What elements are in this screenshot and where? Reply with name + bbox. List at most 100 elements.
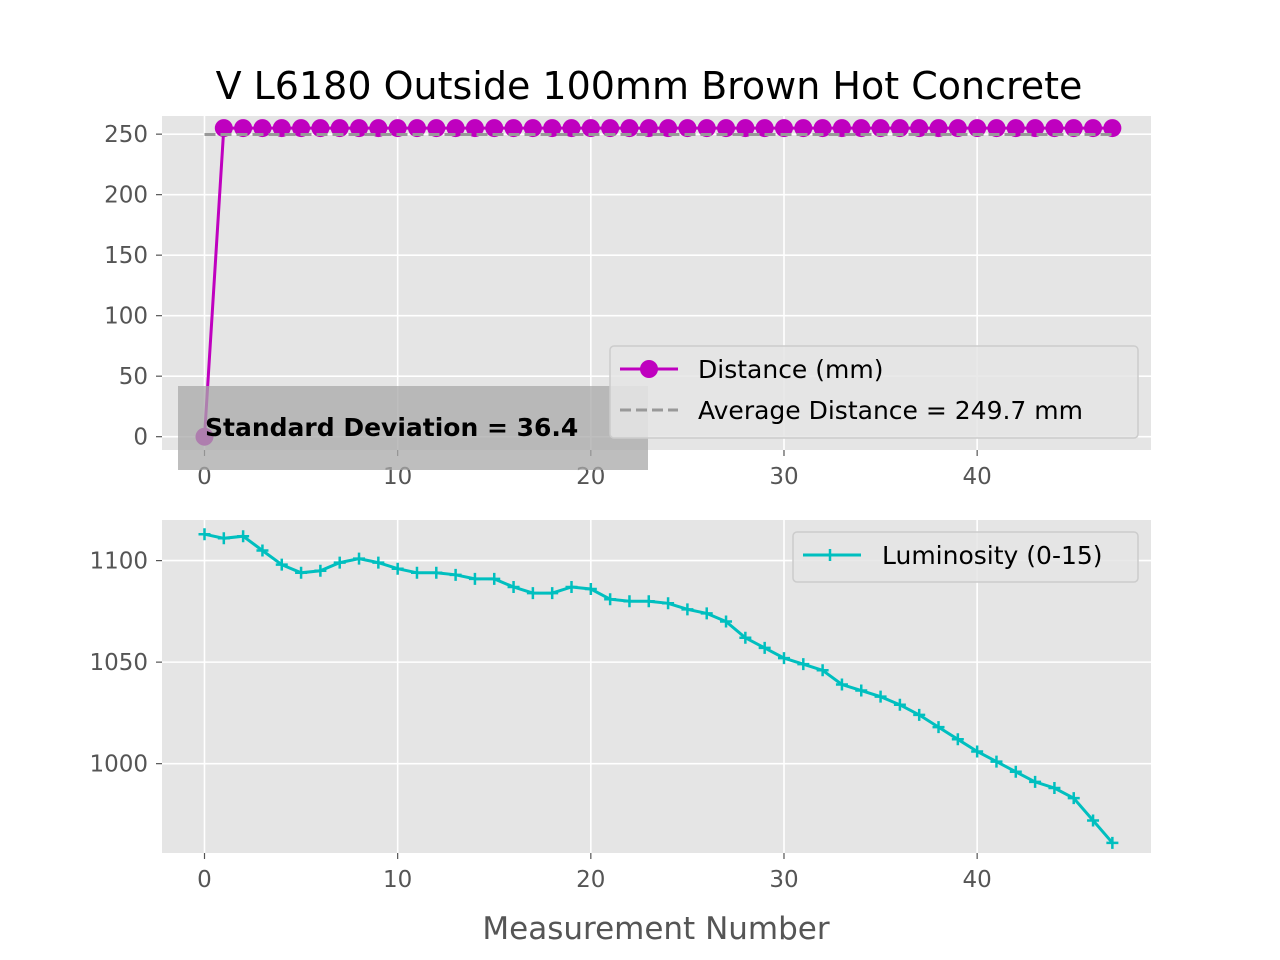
luminosity-y-tick-label: 1050 xyxy=(89,650,148,676)
luminosity-data-point xyxy=(971,745,984,758)
distance-data-point xyxy=(1084,119,1103,138)
distance-data-point xyxy=(485,119,504,138)
luminosity-data-point xyxy=(488,572,501,585)
distance-legend: Distance (mm) Average Distance = 249.7 m… xyxy=(609,345,1139,439)
luminosity-data-point xyxy=(237,530,250,543)
distance-data-point xyxy=(311,119,330,138)
distance-data-point xyxy=(910,119,929,138)
luminosity-data-point xyxy=(700,607,713,620)
luminosity-x-tick-label: 30 xyxy=(769,867,798,893)
distance-y-tick-label: 100 xyxy=(104,304,148,330)
luminosity-tick-labels: 0 10 20 30 40 1000 1050 1100 xyxy=(89,549,991,893)
luminosity-data-point xyxy=(758,641,771,654)
luminosity-data-point xyxy=(874,690,887,703)
luminosity-data-point xyxy=(410,566,423,579)
distance-data-point xyxy=(465,119,484,138)
distance-data-point xyxy=(968,119,987,138)
luminosity-data-point xyxy=(198,528,211,541)
distance-legend-box xyxy=(609,345,1139,439)
distance-data-point xyxy=(292,119,311,138)
std-annotation-box xyxy=(178,386,648,470)
distance-y-tick-label: 250 xyxy=(104,122,148,148)
distance-data-point xyxy=(581,119,600,138)
luminosity-data-point xyxy=(353,552,366,565)
distance-data-point xyxy=(272,119,291,138)
luminosity-data-point xyxy=(372,556,385,569)
distance-data-point xyxy=(717,119,736,138)
distance-data-point xyxy=(388,119,407,138)
legend-average-label: Average Distance = 249.7 mm xyxy=(698,396,1083,425)
luminosity-data-point xyxy=(604,593,617,606)
distance-data-point xyxy=(214,119,233,138)
luminosity-legend: Luminosity (0-15) xyxy=(792,531,1139,583)
distance-data-point xyxy=(871,119,890,138)
distance-data-point xyxy=(1006,119,1025,138)
distance-data-point xyxy=(369,119,388,138)
luminosity-data-point xyxy=(1029,775,1042,788)
distance-data-point xyxy=(948,119,967,138)
luminosity-data-point xyxy=(295,566,308,579)
distance-data-point xyxy=(755,119,774,138)
distance-data-point xyxy=(659,119,678,138)
distance-data-point xyxy=(620,119,639,138)
luminosity-data-point xyxy=(642,595,655,608)
luminosity-data-point xyxy=(449,568,462,581)
luminosity-x-tick-label: 20 xyxy=(576,867,605,893)
distance-data-point xyxy=(1026,119,1045,138)
std-annotation-text: Standard Deviation = 36.4 xyxy=(205,413,578,442)
distance-data-point xyxy=(330,119,349,138)
luminosity-data-point xyxy=(855,684,868,697)
luminosity-series xyxy=(198,528,1119,849)
distance-data-point xyxy=(987,119,1006,138)
distance-data-point xyxy=(234,119,253,138)
legend-distance-marker xyxy=(640,360,658,378)
luminosity-data-point xyxy=(932,721,945,734)
luminosity-data-point xyxy=(430,566,443,579)
luminosity-y-tick-label: 1000 xyxy=(89,752,148,778)
distance-data-point xyxy=(852,119,871,138)
luminosity-legend-box xyxy=(792,531,1139,583)
distance-x-tick-label: 0 xyxy=(197,464,212,490)
distance-data-point xyxy=(253,119,272,138)
luminosity-data-point xyxy=(1067,792,1080,805)
distance-data-point xyxy=(639,119,658,138)
distance-data-point xyxy=(446,119,465,138)
std-annotation: Standard Deviation = 36.4 xyxy=(178,386,648,470)
legend-luminosity-label: Luminosity (0-15) xyxy=(882,541,1103,570)
luminosity-data-point xyxy=(546,587,559,600)
luminosity-x-tick-label: 10 xyxy=(383,867,412,893)
luminosity-data-point xyxy=(584,583,597,596)
distance-data-point xyxy=(813,119,832,138)
luminosity-data-point xyxy=(507,581,520,594)
luminosity-x-tick-label: 0 xyxy=(197,867,212,893)
luminosity-data-point xyxy=(739,631,752,644)
distance-y-tick-label: 0 xyxy=(133,425,148,451)
distance-data-point xyxy=(407,119,426,138)
luminosity-data-point xyxy=(1087,814,1100,827)
distance-data-point xyxy=(890,119,909,138)
luminosity-data-point xyxy=(1009,765,1022,778)
distance-y-tick-label: 50 xyxy=(119,364,148,390)
distance-y-tick-label: 200 xyxy=(104,183,148,209)
luminosity-data-point xyxy=(314,564,327,577)
luminosity-data-point xyxy=(816,664,829,677)
distance-data-point xyxy=(1064,119,1083,138)
distance-data-point xyxy=(736,119,755,138)
luminosity-data-point xyxy=(662,597,675,610)
luminosity-data-point xyxy=(913,708,926,721)
luminosity-data-point xyxy=(1048,782,1061,795)
distance-x-tick-label: 40 xyxy=(963,464,992,490)
luminosity-data-point xyxy=(990,755,1003,768)
distance-data-point xyxy=(697,119,716,138)
distance-data-point xyxy=(543,119,562,138)
luminosity-data-point xyxy=(893,698,906,711)
luminosity-data-point xyxy=(217,532,230,545)
distance-data-point xyxy=(350,119,369,138)
luminosity-data-point xyxy=(468,572,481,585)
distance-data-point xyxy=(427,119,446,138)
distance-data-point xyxy=(562,119,581,138)
distance-data-point xyxy=(601,119,620,138)
